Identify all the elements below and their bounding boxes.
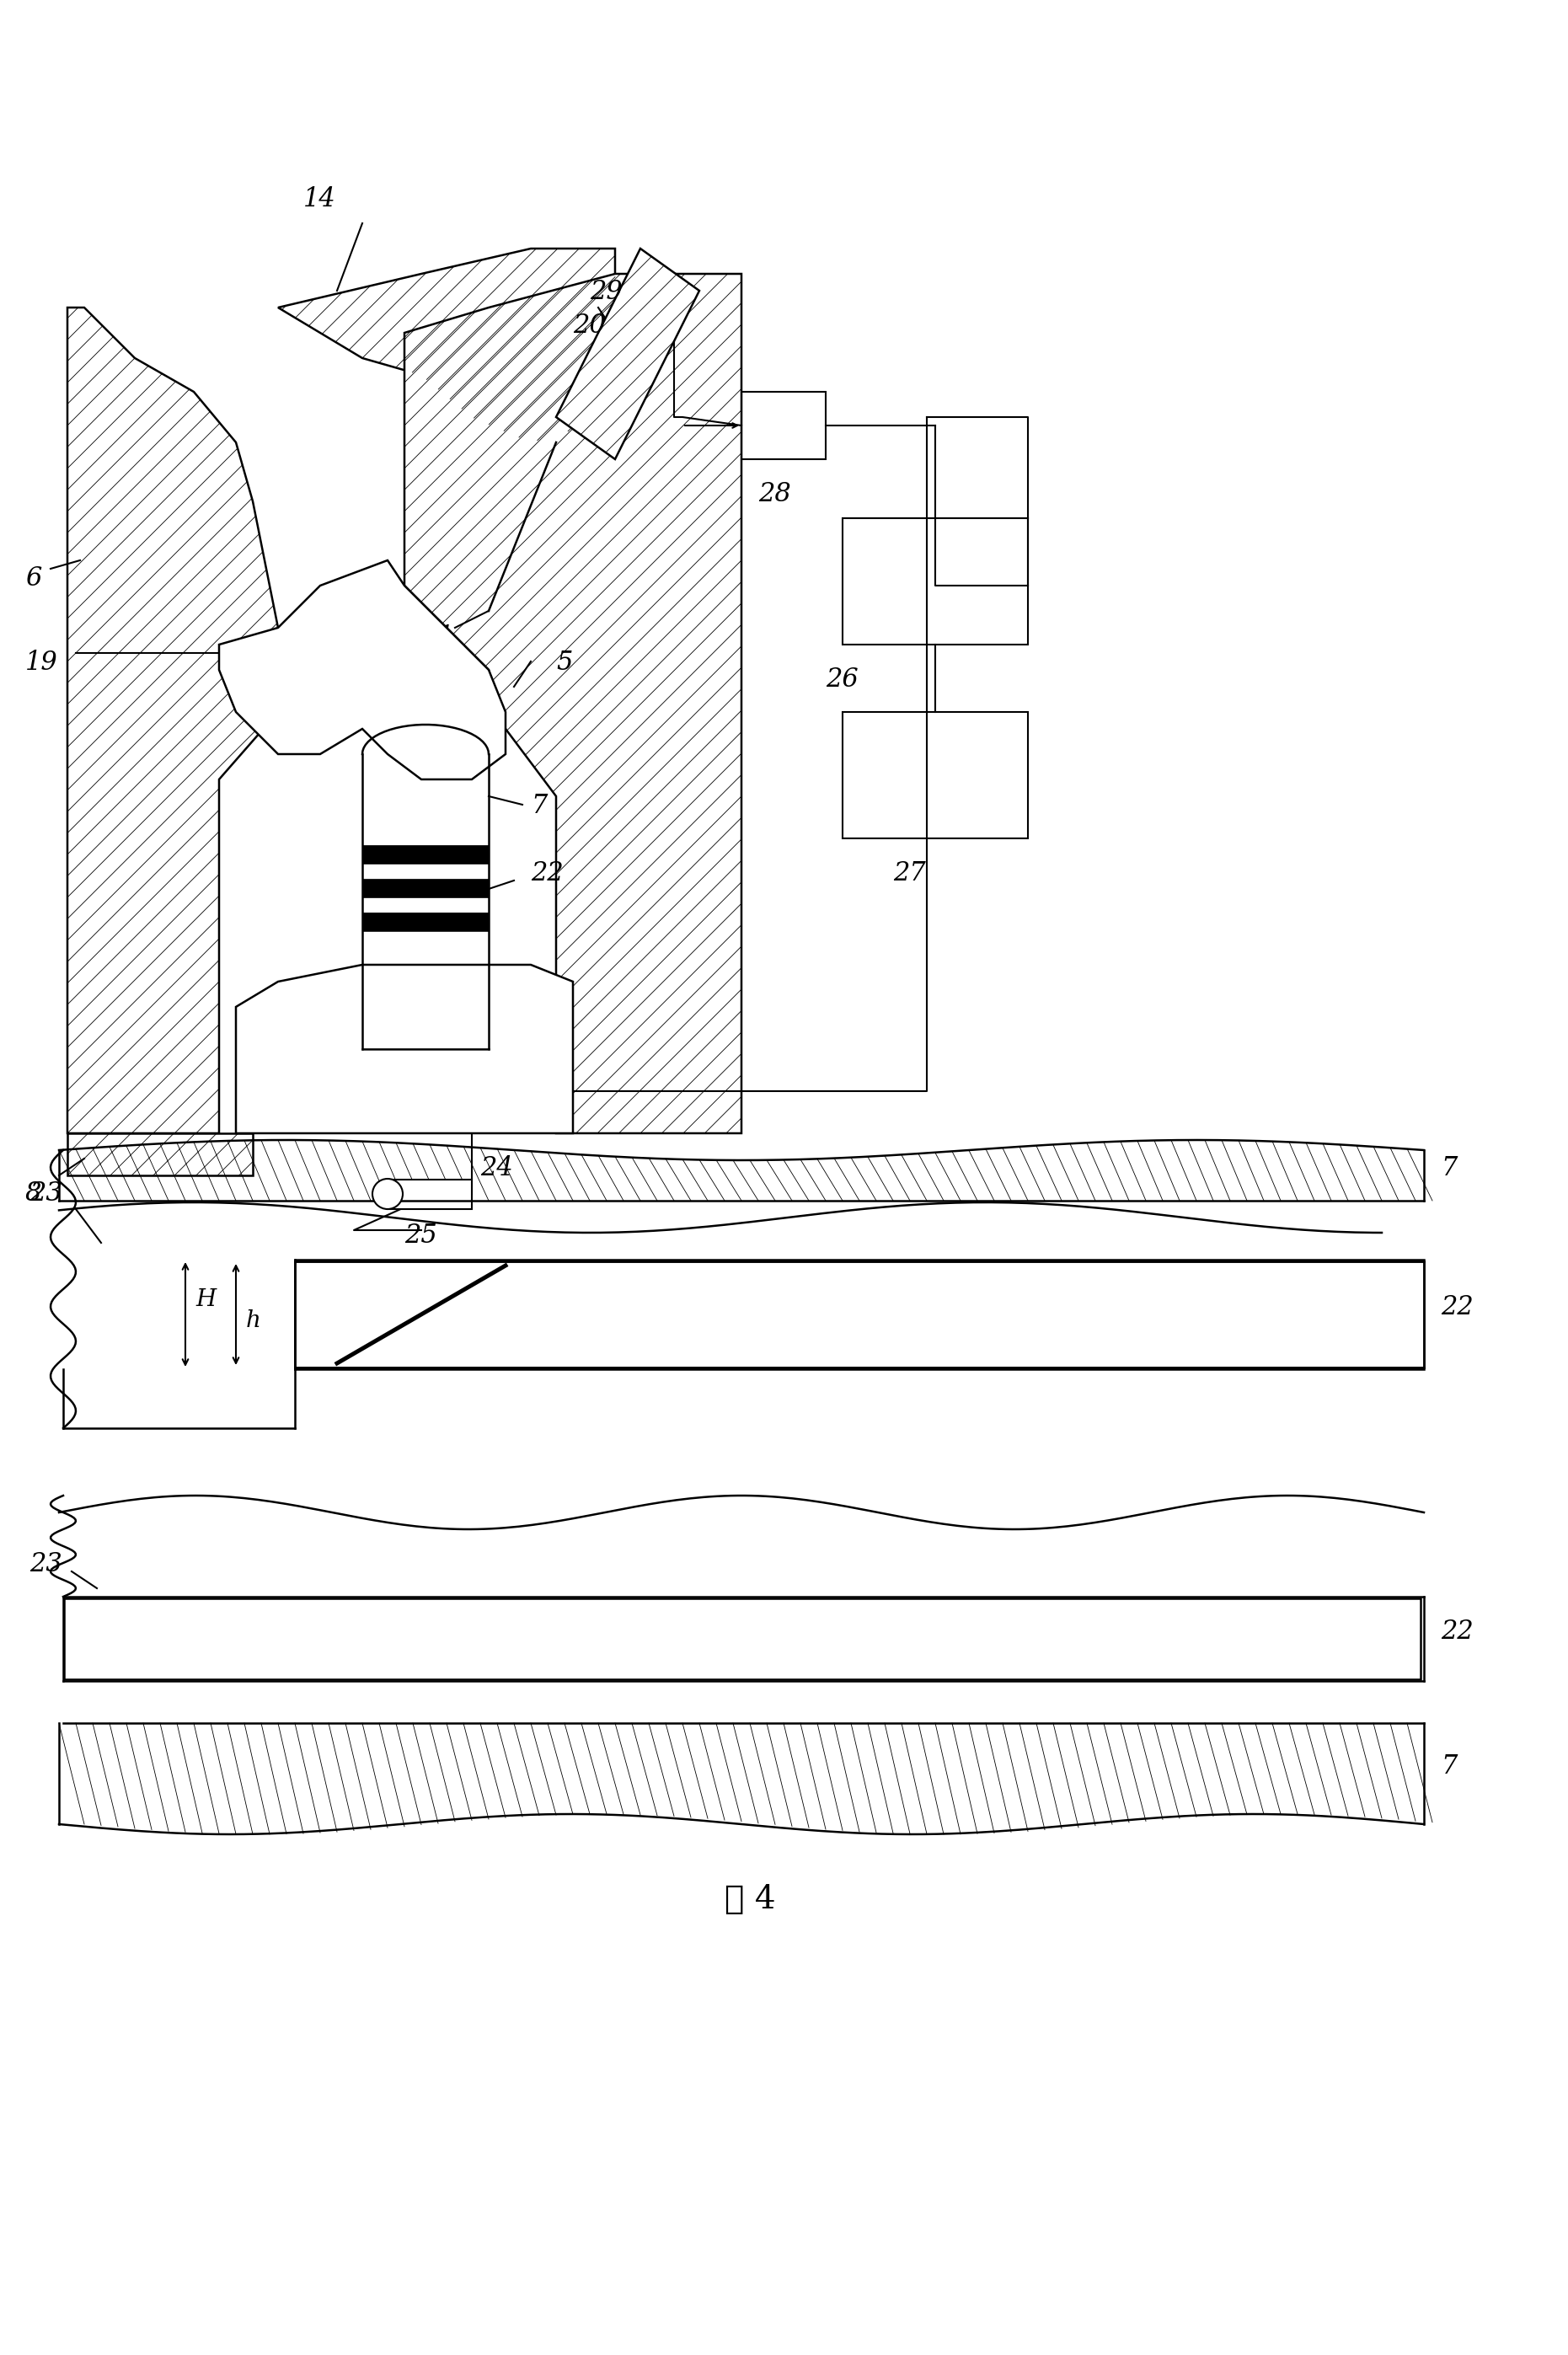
Text: 图 4: 图 4 bbox=[724, 1884, 776, 1915]
Bar bbox=[387, 1180, 472, 1208]
Text: 22: 22 bbox=[532, 860, 563, 885]
Text: 23: 23 bbox=[30, 1552, 63, 1578]
Circle shape bbox=[373, 1180, 403, 1208]
Text: 21: 21 bbox=[422, 624, 453, 650]
Text: 7: 7 bbox=[532, 794, 547, 820]
Text: 7: 7 bbox=[1441, 1156, 1457, 1182]
Polygon shape bbox=[220, 560, 505, 780]
Polygon shape bbox=[67, 309, 278, 1133]
Bar bbox=[842, 518, 1029, 645]
Text: 22: 22 bbox=[1441, 1618, 1474, 1644]
Text: H: H bbox=[196, 1288, 216, 1312]
Text: 25: 25 bbox=[405, 1222, 437, 1248]
Text: 22: 22 bbox=[1441, 1295, 1474, 1321]
Text: h: h bbox=[246, 1309, 262, 1333]
Text: 8: 8 bbox=[25, 1180, 42, 1206]
Polygon shape bbox=[278, 250, 615, 443]
Text: 14: 14 bbox=[303, 186, 336, 212]
Text: 28: 28 bbox=[759, 480, 790, 506]
Polygon shape bbox=[235, 966, 572, 1133]
Bar bbox=[362, 845, 489, 864]
Polygon shape bbox=[295, 1262, 1424, 1368]
Bar bbox=[615, 320, 662, 358]
Text: 29: 29 bbox=[590, 278, 622, 306]
Text: 23: 23 bbox=[30, 1180, 63, 1206]
Polygon shape bbox=[67, 1133, 252, 1175]
Text: 24: 24 bbox=[480, 1156, 513, 1182]
Text: 5: 5 bbox=[557, 650, 572, 676]
Bar bbox=[362, 911, 489, 930]
Text: 7: 7 bbox=[1441, 1754, 1457, 1780]
Bar bbox=[842, 711, 1029, 838]
Polygon shape bbox=[557, 250, 699, 459]
Text: 19: 19 bbox=[25, 650, 58, 676]
Text: 26: 26 bbox=[826, 666, 858, 692]
Text: 27: 27 bbox=[894, 860, 925, 885]
Text: 20: 20 bbox=[572, 313, 605, 339]
Polygon shape bbox=[405, 273, 742, 1133]
Bar bbox=[64, 1599, 1421, 1679]
Bar bbox=[362, 878, 489, 897]
Bar bbox=[674, 311, 737, 367]
Text: 3: 3 bbox=[557, 1013, 572, 1039]
Text: 6: 6 bbox=[25, 565, 42, 591]
Bar bbox=[742, 391, 826, 459]
Text: 图 3: 图 3 bbox=[337, 1260, 387, 1291]
